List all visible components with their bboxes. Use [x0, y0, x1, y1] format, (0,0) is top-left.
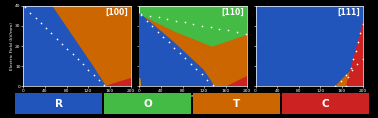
Point	[64, 48, 70, 50]
Polygon shape	[346, 22, 363, 86]
X-axis label: Temperature (°C): Temperature (°C)	[175, 94, 212, 98]
Point	[338, 80, 344, 82]
X-axis label: Temperature (°C): Temperature (°C)	[291, 94, 328, 98]
Point	[353, 50, 359, 52]
Point	[22, 6, 28, 8]
Point	[345, 76, 352, 78]
Point	[349, 69, 355, 71]
Point	[343, 74, 349, 76]
Text: [100]: [100]	[105, 8, 128, 17]
Point	[164, 18, 170, 20]
Point	[181, 21, 187, 23]
Point	[138, 13, 144, 15]
Point	[27, 12, 33, 14]
Text: [110]: [110]	[221, 8, 244, 17]
Polygon shape	[105, 78, 131, 86]
Point	[217, 28, 223, 30]
Point	[199, 73, 205, 75]
Point	[43, 27, 49, 29]
Text: [111]: [111]	[337, 8, 360, 17]
Point	[204, 79, 210, 81]
Bar	[104, 93, 191, 114]
Point	[243, 33, 249, 35]
Point	[96, 79, 102, 81]
Polygon shape	[139, 6, 247, 46]
Point	[360, 23, 366, 25]
Text: O: O	[143, 99, 152, 109]
Point	[190, 23, 197, 25]
Point	[166, 41, 172, 43]
Point	[48, 32, 54, 34]
Point	[348, 67, 354, 69]
Polygon shape	[139, 78, 141, 86]
Point	[149, 25, 155, 27]
Point	[360, 58, 366, 60]
Point	[147, 15, 153, 17]
Polygon shape	[335, 58, 363, 86]
Point	[38, 22, 44, 24]
Text: C: C	[321, 99, 329, 109]
Point	[160, 36, 166, 38]
Point	[332, 85, 338, 87]
Point	[187, 63, 194, 65]
Point	[177, 52, 183, 54]
Text: R: R	[55, 99, 63, 109]
Bar	[282, 93, 369, 114]
Point	[199, 25, 205, 27]
Point	[75, 58, 81, 60]
Point	[101, 84, 107, 86]
Polygon shape	[139, 14, 214, 86]
Text: T: T	[233, 99, 240, 109]
Y-axis label: Electric Field (kV/mm): Electric Field (kV/mm)	[10, 22, 14, 70]
Point	[144, 20, 150, 22]
Point	[193, 68, 199, 70]
Bar	[193, 93, 280, 114]
X-axis label: Temperature (°C): Temperature (°C)	[59, 94, 96, 98]
Point	[85, 69, 91, 71]
Point	[173, 20, 179, 22]
Point	[210, 84, 216, 86]
Point	[208, 26, 214, 28]
Point	[70, 53, 76, 55]
Point	[355, 41, 361, 43]
Point	[182, 57, 188, 59]
Point	[138, 15, 144, 16]
Point	[155, 31, 161, 32]
Polygon shape	[23, 6, 105, 86]
Point	[354, 63, 360, 65]
Point	[91, 74, 97, 76]
Point	[234, 31, 240, 33]
Point	[171, 47, 177, 49]
Point	[59, 43, 65, 45]
Bar	[15, 93, 102, 114]
Point	[33, 17, 39, 19]
Point	[357, 32, 363, 34]
Point	[350, 59, 356, 60]
Point	[155, 17, 161, 18]
Point	[54, 38, 60, 39]
Point	[225, 30, 231, 31]
Point	[343, 85, 349, 87]
Point	[80, 63, 86, 65]
Polygon shape	[227, 76, 247, 86]
